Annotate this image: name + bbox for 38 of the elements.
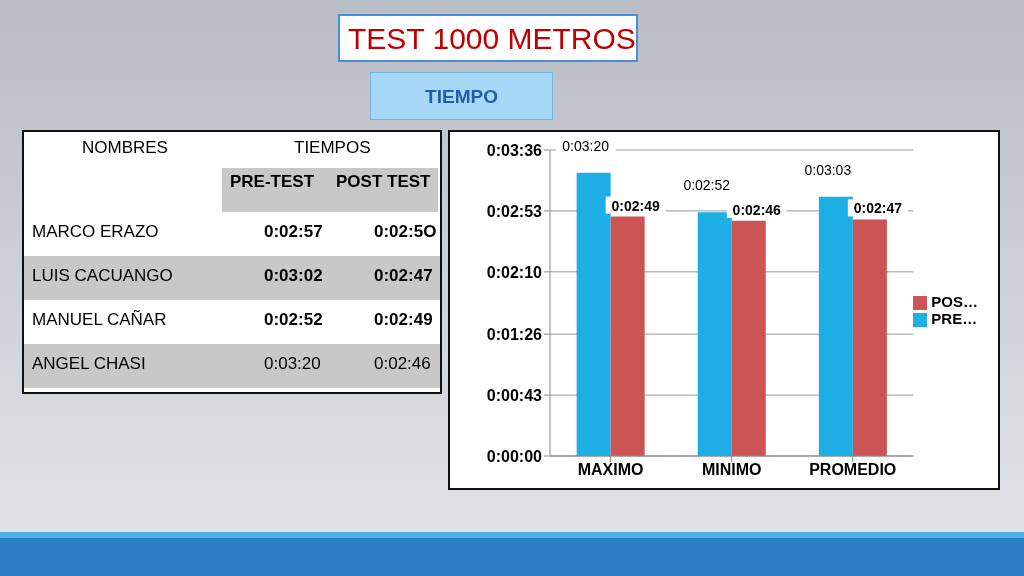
data-label: 0:03:20 — [562, 137, 610, 154]
x-tick-label: MINIMO — [701, 461, 762, 479]
bar — [818, 196, 853, 456]
text: MANUEL CAÑAR — [32, 310, 167, 330]
text: 0:03:02 — [264, 266, 323, 286]
bar — [697, 212, 732, 456]
y-tick-label: 0:02:10 — [486, 263, 543, 281]
legend-label: PRE… — [931, 310, 978, 327]
text: TIEMPOS — [294, 138, 371, 158]
x-tick-label: PROMEDIO — [809, 461, 897, 479]
text: 0:02:5O — [374, 222, 437, 242]
y-tick-label: 0:02:53 — [486, 202, 543, 220]
text: 0:02:46 — [374, 354, 431, 374]
text: 0:02:52 — [264, 310, 323, 330]
legend-label: POS… — [931, 292, 978, 310]
data-label: 0:02:46 — [732, 201, 782, 218]
data-label: 0:02:47 — [853, 200, 903, 217]
text: 0:02:47 — [374, 266, 433, 286]
text: POST TEST — [336, 172, 431, 192]
x-tick-label: MAXIMO — [577, 461, 644, 479]
text: 0:02:57 — [264, 222, 323, 242]
data-label: 0:03:03 — [804, 161, 852, 178]
data-label: 0:02:49 — [611, 197, 660, 214]
text: 0:02:49 — [374, 310, 433, 330]
text: NOMBRES — [82, 138, 168, 158]
text: MARCO ERAZO — [32, 222, 159, 242]
y-tick-label: 0:01:26 — [486, 325, 543, 343]
text: TIEMPO — [370, 72, 553, 120]
text: ANGEL CHASI — [32, 354, 146, 374]
y-tick-label: 0:03:36 — [486, 141, 543, 159]
text: LUIS CACUANGO — [32, 266, 173, 286]
bar — [576, 172, 611, 456]
data-label: 0:02:52 — [683, 177, 731, 194]
y-tick-label: 0:00:00 — [486, 447, 543, 465]
text: 0:03:20 — [264, 354, 321, 374]
text: TEST 1000 METROS — [338, 14, 638, 62]
y-tick-label: 0:00:43 — [486, 386, 543, 404]
text: PRE-TEST — [230, 172, 315, 192]
